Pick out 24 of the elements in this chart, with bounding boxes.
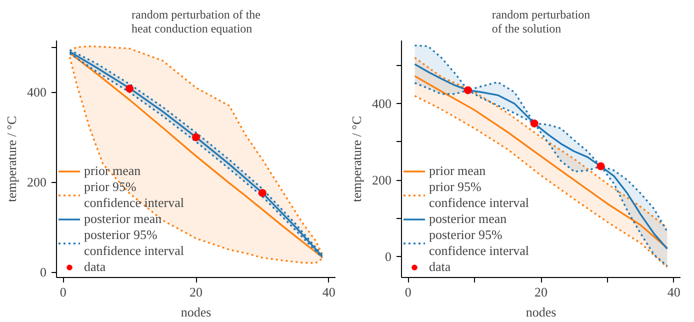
legend-label: posterior mean bbox=[429, 211, 507, 227]
y-tick-label: 0 bbox=[40, 264, 46, 280]
y-tick-label: 400 bbox=[372, 96, 392, 112]
legend-label: data bbox=[84, 259, 106, 275]
legend-label: prior mean bbox=[429, 163, 486, 179]
x-tick-label: 40 bbox=[322, 284, 336, 300]
x-tick-label: 20 bbox=[534, 284, 548, 300]
x-tick-label: 0 bbox=[404, 284, 412, 300]
legend-label: posterior mean bbox=[84, 211, 162, 227]
y-axis-title: temperature / °C bbox=[349, 116, 364, 202]
y-tick-label: 400 bbox=[27, 84, 46, 100]
x-tick-label: 20 bbox=[190, 284, 202, 300]
x-tick-label: 40 bbox=[667, 284, 680, 300]
y-tick-label: 0 bbox=[385, 248, 392, 264]
legend-label: data bbox=[429, 259, 451, 275]
x-tick-label: 0 bbox=[60, 284, 66, 300]
y-tick-label: 200 bbox=[372, 172, 392, 188]
x-axis-title: nodes bbox=[180, 304, 212, 320]
y-axis-title: temperature / °C bbox=[4, 116, 19, 202]
chart-title: random perturbation of the solution bbox=[492, 8, 590, 36]
chart-title: random perturbation of the heat conduction equation bbox=[132, 8, 260, 36]
y-tick-label: 200 bbox=[27, 174, 46, 190]
x-axis-title: nodes bbox=[526, 304, 556, 320]
legend-label: prior mean bbox=[84, 163, 141, 179]
